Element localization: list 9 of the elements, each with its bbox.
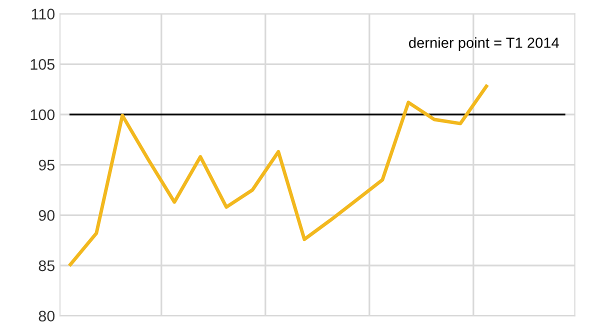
y-tick-label: 90 <box>38 210 55 221</box>
y-tick-label: 85 <box>38 260 54 272</box>
annotation: dernier point = T1 2014 <box>409 37 559 51</box>
y-tick-label: 100 <box>30 109 55 120</box>
y-tick-label: 95 <box>38 160 54 171</box>
y-tick-label: 80 <box>38 310 55 322</box>
y-tick-label: 105 <box>30 59 54 70</box>
y-tick-label: 110 <box>32 8 55 20</box>
line-series <box>68 84 488 266</box>
